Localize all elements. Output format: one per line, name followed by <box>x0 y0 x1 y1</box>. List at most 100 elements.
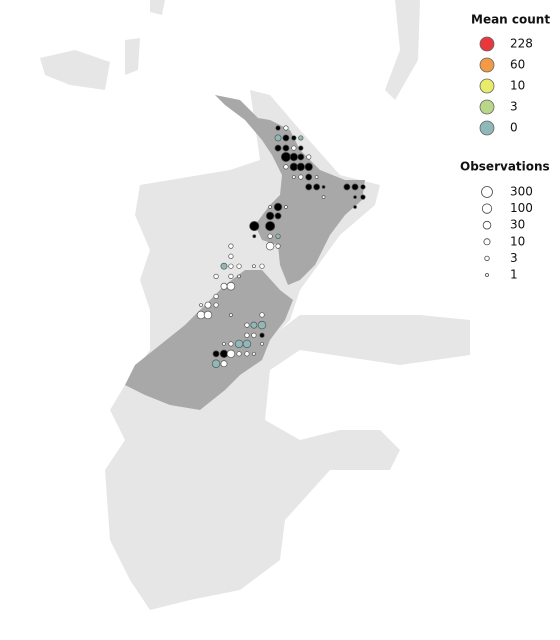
observation-point <box>275 125 281 131</box>
observation-point <box>244 351 250 357</box>
legend-label: 10 <box>510 79 525 93</box>
legend-title: Observations <box>460 160 550 174</box>
observation-point <box>213 273 219 279</box>
observation-point <box>298 145 304 151</box>
observation-point <box>265 241 275 251</box>
legend-label: 100 <box>510 201 533 215</box>
observation-point <box>343 183 351 191</box>
observation-point <box>280 151 291 163</box>
observation-point <box>282 134 290 142</box>
observation-point <box>229 313 233 317</box>
observation-point <box>351 183 359 191</box>
observation-point <box>298 135 304 141</box>
observation-point <box>304 162 313 172</box>
legend-size <box>481 186 493 198</box>
observation-point <box>305 173 313 181</box>
legend-label: 0 <box>510 121 518 135</box>
observation-point <box>268 205 272 209</box>
land-outline <box>385 0 420 100</box>
observation-point <box>236 351 242 357</box>
legend-swatch <box>479 99 495 115</box>
observation-point <box>251 332 257 338</box>
observation-point <box>204 301 212 309</box>
observation-point <box>259 263 265 269</box>
legend-size <box>481 203 493 214</box>
observation-point <box>228 253 234 259</box>
observation-point <box>291 145 297 151</box>
observation-point <box>360 194 366 200</box>
observation-point <box>196 310 206 320</box>
land-outline <box>105 90 470 610</box>
observation-point <box>236 263 242 269</box>
observation-point <box>274 134 282 142</box>
observation-point <box>292 175 296 179</box>
observation-point <box>213 293 219 300</box>
observation-point <box>284 205 288 209</box>
observation-point <box>211 359 221 368</box>
observation-point <box>275 233 281 239</box>
observation-point <box>228 243 234 249</box>
observation-point <box>289 152 299 162</box>
observation-point <box>313 183 321 191</box>
observation-point <box>220 282 228 290</box>
observation-point <box>244 322 250 328</box>
observation-point <box>259 312 265 318</box>
observation-point <box>306 154 312 160</box>
legend-swatch <box>479 78 495 94</box>
observation-point <box>314 175 319 179</box>
legend-label: 1 <box>510 268 518 282</box>
legend-label: 60 <box>510 58 525 72</box>
land-outline <box>40 50 110 90</box>
observation-point <box>226 282 236 291</box>
observation-point <box>260 342 264 346</box>
legend-size <box>485 273 489 277</box>
observation-point <box>275 243 281 249</box>
islands <box>125 95 365 410</box>
observation-point <box>289 162 299 172</box>
observation-point <box>291 135 297 141</box>
observation-point <box>321 195 326 199</box>
observation-point <box>283 164 289 170</box>
legend-label: 30 <box>510 218 525 232</box>
observation-point <box>353 205 357 209</box>
observation-point <box>212 350 220 358</box>
observation-point <box>219 349 229 359</box>
south-island <box>125 270 293 410</box>
observation-point <box>199 303 203 307</box>
observation-point <box>274 212 282 220</box>
legend-size <box>483 238 491 246</box>
observation-point <box>252 264 256 269</box>
legend-label: 228 <box>510 37 533 51</box>
legend-swatch <box>479 120 495 136</box>
observation-point <box>220 262 228 270</box>
observation-point <box>228 341 234 347</box>
observation-point <box>265 221 276 232</box>
observation-point <box>267 233 273 239</box>
observation-point <box>250 321 258 329</box>
legend-label: 3 <box>510 251 518 265</box>
observation-point <box>220 360 228 368</box>
observation-point <box>244 332 250 338</box>
legend-size <box>484 255 490 262</box>
land-outline <box>150 0 165 15</box>
observation-point <box>353 195 357 199</box>
observation-point <box>259 332 265 338</box>
observation-point <box>237 274 241 279</box>
observation-point <box>242 339 252 349</box>
legend-label: 3 <box>510 100 518 114</box>
legend-title: Mean count <box>471 13 550 27</box>
observation-point <box>265 211 275 221</box>
observation-point <box>296 162 306 172</box>
observation-point <box>252 351 256 356</box>
observation-point <box>252 234 257 239</box>
shelf <box>40 0 470 610</box>
north-island <box>215 95 365 285</box>
legend-swatch <box>479 57 495 73</box>
observation-point <box>305 183 313 191</box>
observation-point <box>282 144 290 152</box>
observation-point <box>283 125 289 131</box>
observation-point <box>222 342 226 346</box>
observation-point <box>249 221 260 232</box>
observation-point <box>257 320 267 330</box>
